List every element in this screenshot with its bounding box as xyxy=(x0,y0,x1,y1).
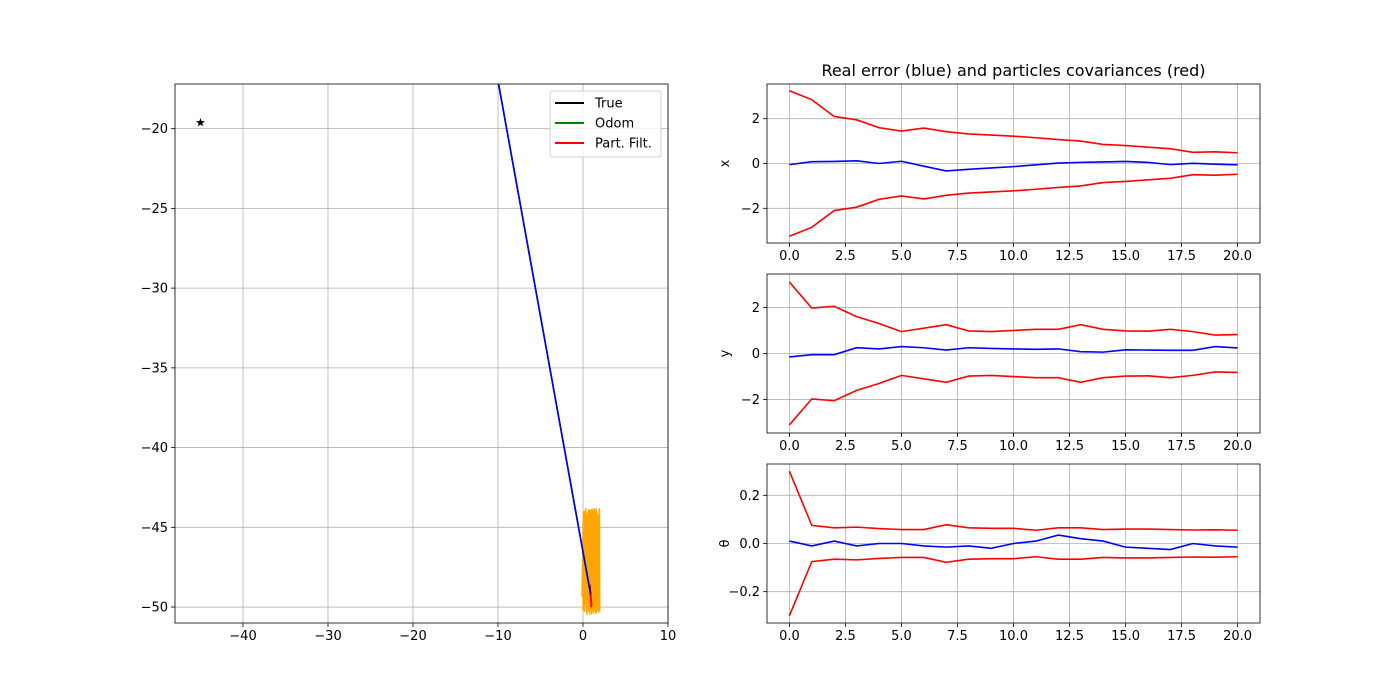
x-tick-label: 5.0 xyxy=(891,629,912,644)
y-tick-label: 0 xyxy=(752,347,760,362)
x-tick-label: 0.0 xyxy=(779,629,800,644)
x-tick-label: −10 xyxy=(484,629,511,644)
y-tick-label: −0.2 xyxy=(728,585,760,600)
x-tick-label: 5.0 xyxy=(891,249,912,264)
x-tick-label: 15.0 xyxy=(1111,629,1140,644)
x-tick-label: 2.5 xyxy=(835,249,856,264)
particle xyxy=(592,524,595,607)
x-tick-label: 15.0 xyxy=(1111,249,1140,264)
y-tick-label: 0 xyxy=(752,157,760,172)
y-tick-label: −25 xyxy=(141,202,168,217)
ticks-trajectory: −40 −30 −20 −10 0 10 −50 −45 −40 −35 −30 −25 −20 xyxy=(141,122,677,644)
series-line-cov_lower xyxy=(789,173,1238,238)
ticks-error-theta: 0.0 2.5 5.0 7.5 10.0 12.5 15.0 17.5 20.0 −0.2 0.0 0… xyxy=(728,489,1252,644)
y-tick-label: 2 xyxy=(752,112,760,127)
x-tick-label: −30 xyxy=(314,629,341,644)
chart-title: Real error (blue) and particles covarian… xyxy=(821,61,1205,80)
plot-area-error-y xyxy=(788,281,1238,426)
x-tick-label: 7.5 xyxy=(947,249,968,264)
y-tick-label: −20 xyxy=(141,122,168,137)
x-tick-label: 17.5 xyxy=(1167,439,1196,454)
y-tick-label: 0.2 xyxy=(739,489,760,504)
y-tick-label: 0.0 xyxy=(739,537,760,552)
x-tick-label: 0.0 xyxy=(779,439,800,454)
particle xyxy=(592,513,595,598)
trajectory-line xyxy=(497,84,592,595)
x-tick-label: 17.5 xyxy=(1167,249,1196,264)
x-tick-label: −40 xyxy=(229,629,256,644)
particle xyxy=(595,508,597,597)
x-tick-label: 20.0 xyxy=(1223,629,1252,644)
x-tick-label: 12.5 xyxy=(1055,249,1084,264)
axes-frame xyxy=(174,83,669,624)
legend-box xyxy=(549,90,662,158)
y-axis-label: θ xyxy=(718,539,733,547)
series-line-cov_lower xyxy=(788,555,1238,617)
x-tick-label: 15.0 xyxy=(1111,439,1140,454)
y-axis-label: y xyxy=(718,349,733,357)
landmark-marker: ★ xyxy=(195,115,206,129)
particle xyxy=(590,516,593,597)
y-tick-label: −40 xyxy=(141,441,168,456)
plot-area-error-theta xyxy=(788,470,1238,617)
x-tick-label: 10 xyxy=(660,629,677,644)
particle xyxy=(583,512,586,584)
x-tick-label: 5.0 xyxy=(891,439,912,454)
y-axis-label: x xyxy=(718,159,733,167)
plot-area-error-x xyxy=(789,89,1238,238)
ticks-error-x: 0.0 2.5 5.0 7.5 10.0 12.5 15.0 17.5 20.0 −2 0 2 xyxy=(741,112,1252,264)
y-tick-label: −35 xyxy=(141,361,168,376)
x-tick-label: 20.0 xyxy=(1223,249,1252,264)
y-tick-label: −30 xyxy=(141,282,168,297)
axes-trajectory: ★ −40 −30 −20 −10 0 10 −50 −45 −40 −35 −30 −25 −20 Tru… xyxy=(141,83,677,644)
x-tick-label: 7.5 xyxy=(947,629,968,644)
axes-error-theta: 0.0 2.5 5.0 7.5 10.0 12.5 15.0 17.5 20.0 −0.2 0.0 0… xyxy=(718,463,1261,644)
series-line-cov_upper xyxy=(789,89,1238,154)
x-tick-label: 2.5 xyxy=(835,629,856,644)
series-line-error xyxy=(789,160,1238,172)
x-tick-label: 10.0 xyxy=(999,249,1028,264)
grid-error-y xyxy=(767,274,1260,433)
x-tick-label: 17.5 xyxy=(1167,629,1196,644)
legend-label: True xyxy=(594,97,623,112)
y-tick-label: −2 xyxy=(741,202,760,217)
x-tick-label: 0 xyxy=(579,629,587,644)
x-tick-label: 10.0 xyxy=(999,629,1028,644)
series-line-cov_lower xyxy=(788,371,1238,426)
y-tick-label: −50 xyxy=(141,601,168,616)
series-line-cov_upper xyxy=(788,470,1238,532)
particle xyxy=(584,513,587,590)
x-tick-label: 12.5 xyxy=(1055,439,1084,454)
y-tick-label: −45 xyxy=(141,521,168,536)
particle xyxy=(594,525,596,608)
x-tick-label: 2.5 xyxy=(835,439,856,454)
y-tick-label: −2 xyxy=(741,393,760,408)
plot-area-trajectory: ★ xyxy=(195,84,601,616)
ticks-error-y: 0.0 2.5 5.0 7.5 10.0 12.5 15.0 17.5 20.0 −2 0 2 xyxy=(741,301,1252,454)
x-tick-label: 0.0 xyxy=(779,249,800,264)
x-tick-label: −20 xyxy=(399,629,426,644)
series-line-error xyxy=(789,534,1238,551)
x-tick-label: 20.0 xyxy=(1223,439,1252,454)
x-tick-label: 7.5 xyxy=(947,439,968,454)
axes-error-y: 0.0 2.5 5.0 7.5 10.0 12.5 15.0 17.5 20.0 −2 0 2 y xyxy=(718,273,1261,454)
x-tick-label: 10.0 xyxy=(999,439,1028,454)
legend-label: Part. Filt. xyxy=(595,137,652,152)
legend: True Odom Part. Filt. xyxy=(549,90,662,158)
x-tick-label: 12.5 xyxy=(1055,629,1084,644)
axes-error-x: 0.0 2.5 5.0 7.5 10.0 12.5 15.0 17.5 20.0 −2 0 2 Real… xyxy=(718,61,1261,264)
series-line-error xyxy=(789,345,1238,358)
legend-label: Odom xyxy=(595,117,634,132)
series-line-cov_upper xyxy=(788,281,1238,336)
y-tick-label: 2 xyxy=(752,301,760,316)
